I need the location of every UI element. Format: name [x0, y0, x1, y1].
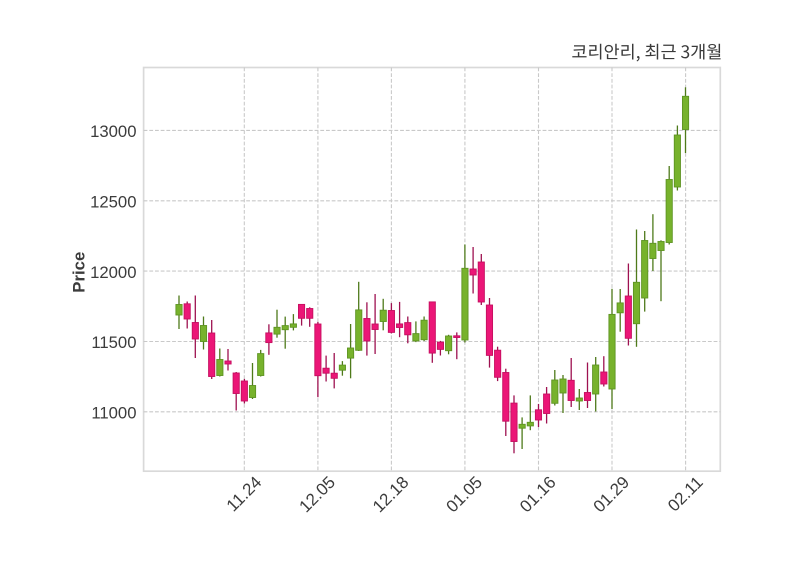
svg-text:12500: 12500 [90, 193, 136, 212]
svg-text:11000: 11000 [91, 404, 136, 423]
svg-text:13000: 13000 [90, 122, 136, 141]
svg-text:12000: 12000 [90, 263, 136, 282]
svg-text:Price: Price [70, 252, 89, 293]
svg-text:11500: 11500 [91, 333, 136, 352]
